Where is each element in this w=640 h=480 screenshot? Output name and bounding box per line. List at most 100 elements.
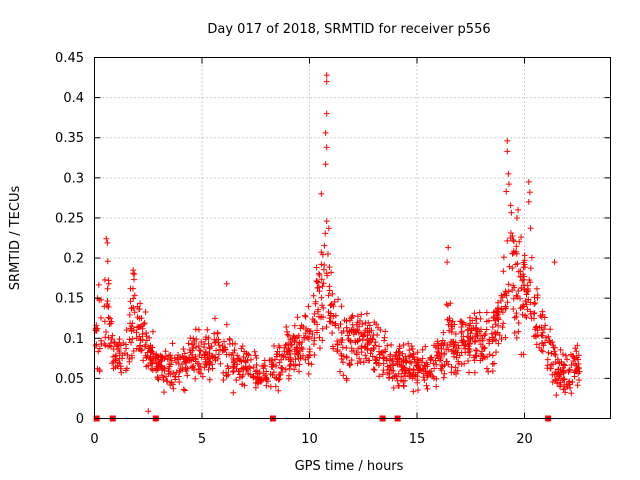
data-point <box>149 344 156 351</box>
data-point <box>236 371 243 378</box>
data-point <box>471 310 478 317</box>
data-point <box>386 357 393 364</box>
data-point <box>401 377 408 384</box>
data-point <box>527 308 534 315</box>
data-point <box>154 373 161 380</box>
data-point <box>140 357 147 364</box>
data-point <box>543 334 550 341</box>
data-point <box>261 372 268 379</box>
data-point <box>438 341 445 348</box>
data-point <box>251 348 258 355</box>
data-point <box>530 315 537 322</box>
data-point <box>354 360 361 367</box>
data-point <box>519 311 526 318</box>
data-point <box>133 335 140 342</box>
data-point <box>126 358 133 365</box>
data-point <box>557 346 564 353</box>
data-point <box>134 303 141 310</box>
data-point <box>228 352 235 359</box>
data-point <box>121 350 128 357</box>
data-point <box>552 377 559 384</box>
data-point <box>346 317 353 324</box>
data-point <box>128 323 135 330</box>
data-point <box>123 345 130 352</box>
data-point <box>115 341 122 348</box>
data-point <box>314 321 321 328</box>
data-point <box>230 364 237 371</box>
data-point <box>415 387 422 394</box>
data-point <box>130 295 137 302</box>
data-point <box>182 364 189 371</box>
data-point <box>116 347 123 354</box>
data-point <box>340 359 347 366</box>
data-point <box>143 330 150 337</box>
data-point <box>211 336 218 343</box>
data-point <box>393 349 400 356</box>
data-point <box>377 326 384 333</box>
data-point <box>538 340 545 347</box>
data-point <box>373 359 380 366</box>
data-point <box>263 376 270 383</box>
data-point <box>356 355 363 362</box>
data-point <box>392 372 399 379</box>
data-point <box>510 306 517 312</box>
data-point <box>131 292 138 299</box>
data-point <box>105 314 112 321</box>
data-point <box>562 352 569 359</box>
data-point <box>467 330 474 337</box>
data-point <box>503 188 510 195</box>
data-point <box>382 328 389 335</box>
data-point <box>358 345 365 352</box>
data-point <box>370 331 377 338</box>
data-point <box>205 366 212 373</box>
data-point <box>547 326 554 333</box>
data-point <box>96 368 103 375</box>
data-point <box>392 352 399 359</box>
data-point <box>207 358 214 365</box>
data-point <box>104 258 111 265</box>
data-point <box>505 288 512 295</box>
data-point <box>509 250 516 257</box>
data-point <box>299 346 306 353</box>
data-point <box>220 377 227 384</box>
data-point <box>408 343 415 350</box>
data-point <box>137 337 144 344</box>
data-point <box>101 303 108 310</box>
data-point <box>485 368 492 375</box>
data-point <box>343 377 350 384</box>
data-point <box>297 354 304 361</box>
x-tick-labels: 0 5 10 15 20 <box>90 432 532 447</box>
data-point <box>101 276 108 283</box>
data-point <box>441 370 448 377</box>
data-point <box>425 372 432 379</box>
data-point <box>104 285 111 292</box>
data-point <box>284 331 291 338</box>
data-point <box>372 356 379 363</box>
data-point <box>437 353 444 360</box>
data-point <box>495 299 502 306</box>
data-point <box>376 373 383 380</box>
data-point <box>406 353 413 360</box>
data-point <box>297 325 304 332</box>
data-point <box>102 334 109 341</box>
data-point <box>444 259 451 266</box>
data-point <box>493 349 500 356</box>
data-point <box>316 272 323 279</box>
data-point <box>490 315 497 322</box>
data-point <box>437 365 444 372</box>
data-point <box>98 296 105 303</box>
data-point <box>314 285 321 292</box>
data-point <box>267 357 274 364</box>
data-point <box>325 250 332 257</box>
data-point <box>234 352 241 359</box>
data-point <box>318 276 325 283</box>
data-point <box>350 347 357 354</box>
data-point <box>534 292 541 299</box>
data-point <box>387 351 394 358</box>
data-point <box>505 181 512 188</box>
data-point <box>294 314 301 321</box>
data-point <box>358 311 365 318</box>
data-point <box>306 348 313 355</box>
data-point <box>206 359 213 366</box>
data-point <box>431 365 438 372</box>
